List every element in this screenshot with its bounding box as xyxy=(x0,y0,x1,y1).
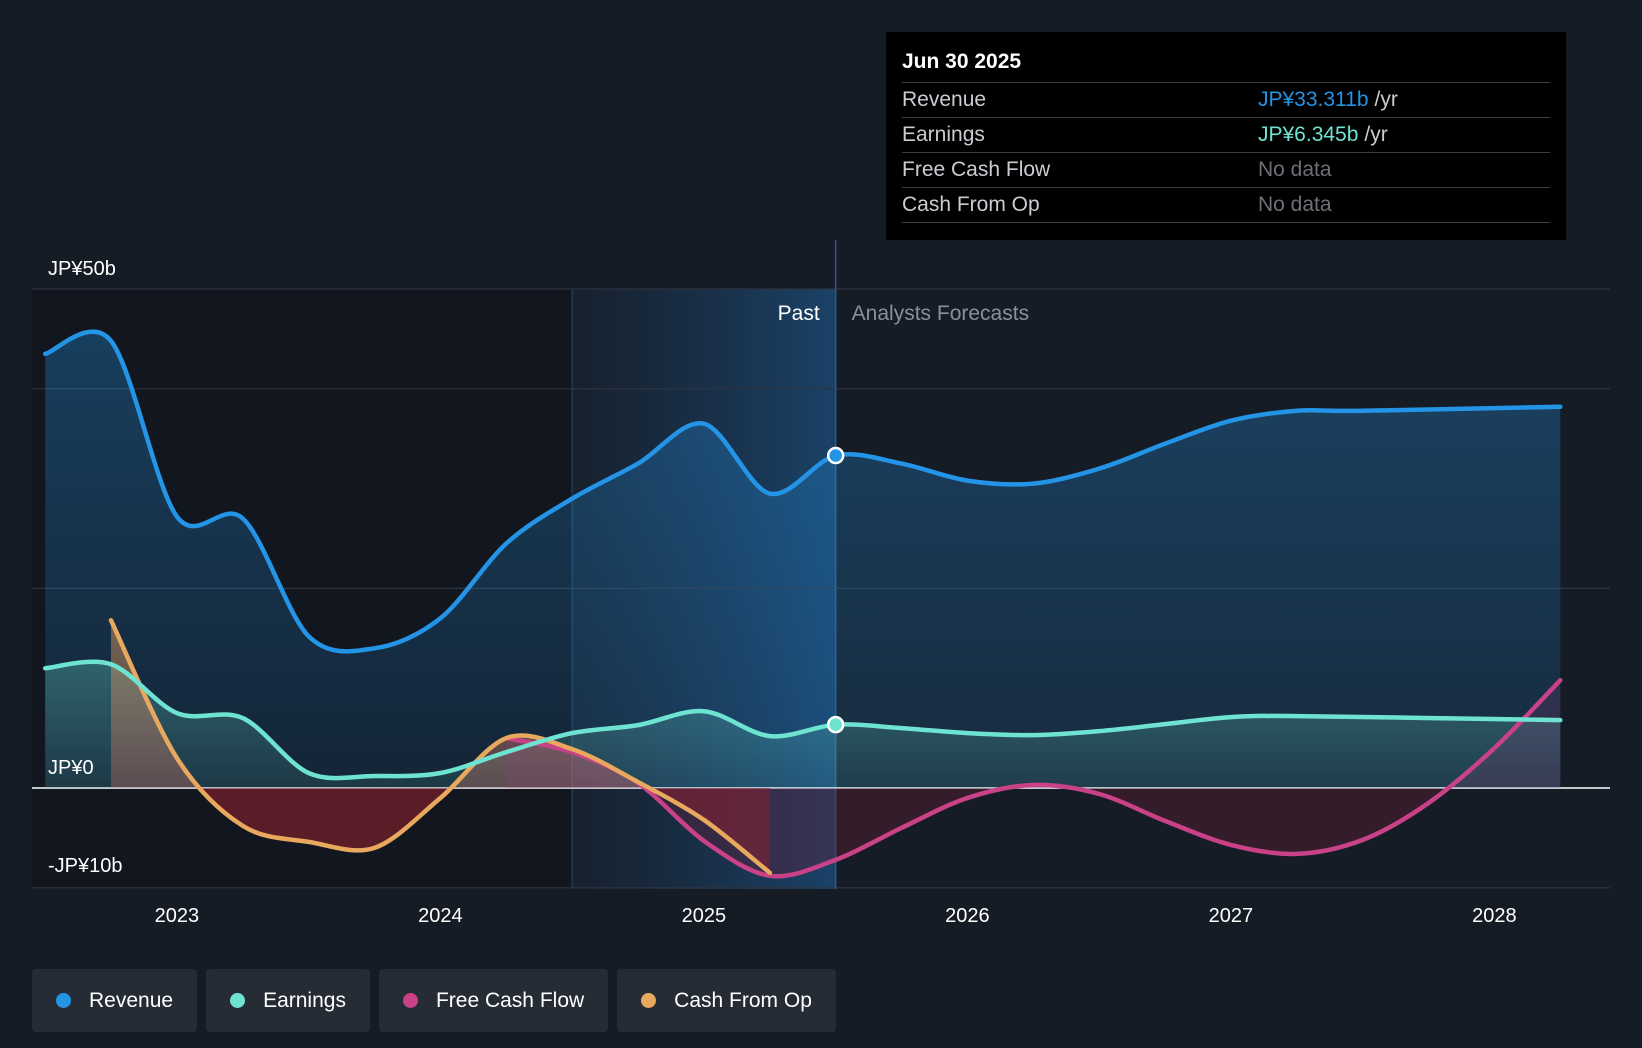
revenue-line xyxy=(42,329,1563,654)
forecast-label: Analysts Forecasts xyxy=(852,302,1029,325)
legend-dot-icon xyxy=(641,993,657,1008)
y-tick-label: JP¥50b xyxy=(48,258,116,280)
legend: Revenue Earnings Free Cash Flow Cash Fro… xyxy=(32,969,836,1032)
tooltip-row-free-cash-flow: Free Cash Flow No data xyxy=(902,152,1550,187)
x-tick-label: 2028 xyxy=(1472,905,1517,927)
past-label: Past xyxy=(778,302,820,325)
tooltip-row-revenue: Revenue JP¥33.311b /yr xyxy=(902,82,1550,117)
cash-from-op-area-negative xyxy=(111,788,770,873)
x-tick-label: 2024 xyxy=(418,905,463,927)
series-markers xyxy=(826,446,845,734)
x-tick-label: 2025 xyxy=(682,905,727,927)
tooltip-value: JP¥33.311b xyxy=(1258,88,1369,111)
series-areas xyxy=(45,331,1561,877)
legend-label: Revenue xyxy=(89,988,174,1012)
earnings-line xyxy=(42,659,1563,781)
legend-dot-icon xyxy=(56,993,71,1008)
chart-text: Past Analysts Forecasts JP¥50b JP¥0 -JP¥10… xyxy=(48,258,1517,927)
tooltip-row-earnings: Earnings JP¥6.345b /yr xyxy=(902,117,1550,152)
free-cash-flow-area-positive xyxy=(506,680,1561,788)
tooltip-value: No data xyxy=(1258,193,1332,216)
tooltip-value: No data xyxy=(1258,158,1332,181)
legend-label: Free Cash Flow xyxy=(435,988,585,1012)
revenue-marker[interactable] xyxy=(826,446,845,465)
legend-label: Earnings xyxy=(263,988,346,1012)
legend-dot-icon xyxy=(230,993,246,1008)
legend-dot-icon xyxy=(402,993,418,1008)
tooltip-label: Cash From Op xyxy=(902,193,1040,216)
tooltip-label: Free Cash Flow xyxy=(902,158,1051,181)
y-tick-label: JP¥0 xyxy=(48,757,94,779)
tooltip-label: Revenue xyxy=(902,88,987,111)
tooltip-unit: /yr xyxy=(1364,123,1388,146)
cash-from-op-area-positive xyxy=(111,620,770,788)
tooltip-label: Earnings xyxy=(902,123,985,146)
tooltip-date: Jun 30 2025 xyxy=(902,50,1022,73)
legend-item-free-cash-flow[interactable]: Free Cash Flow xyxy=(378,969,609,1032)
tooltip-value: JP¥6.345b xyxy=(1258,123,1359,146)
earnings-area xyxy=(45,661,1561,788)
free-cash-flow-line xyxy=(504,677,1563,879)
free-cash-flow-area-negative xyxy=(506,788,1561,877)
legend-label: Cash From Op xyxy=(674,988,812,1012)
x-tick-label: 2023 xyxy=(155,905,200,927)
legend-item-earnings[interactable]: Earnings xyxy=(206,969,370,1032)
y-tick-label: -JP¥10b xyxy=(48,855,123,877)
legend-item-cash-from-op[interactable]: Cash From Op xyxy=(617,969,836,1032)
tooltip: Jun 30 2025 Revenue JP¥33.311b /yr Earni… xyxy=(886,32,1566,240)
legend-item-revenue[interactable]: Revenue xyxy=(32,969,198,1032)
x-tick-label: 2026 xyxy=(945,905,990,927)
tooltip-unit: /yr xyxy=(1374,88,1398,111)
revenue-area xyxy=(45,331,1561,788)
series-lines xyxy=(42,329,1563,879)
earnings-marker[interactable] xyxy=(826,715,845,734)
x-tick-label: 2027 xyxy=(1209,905,1254,927)
tooltip-row-cash-from-op: Cash From Op No data xyxy=(902,187,1550,223)
cash-from-op-line xyxy=(108,618,773,876)
